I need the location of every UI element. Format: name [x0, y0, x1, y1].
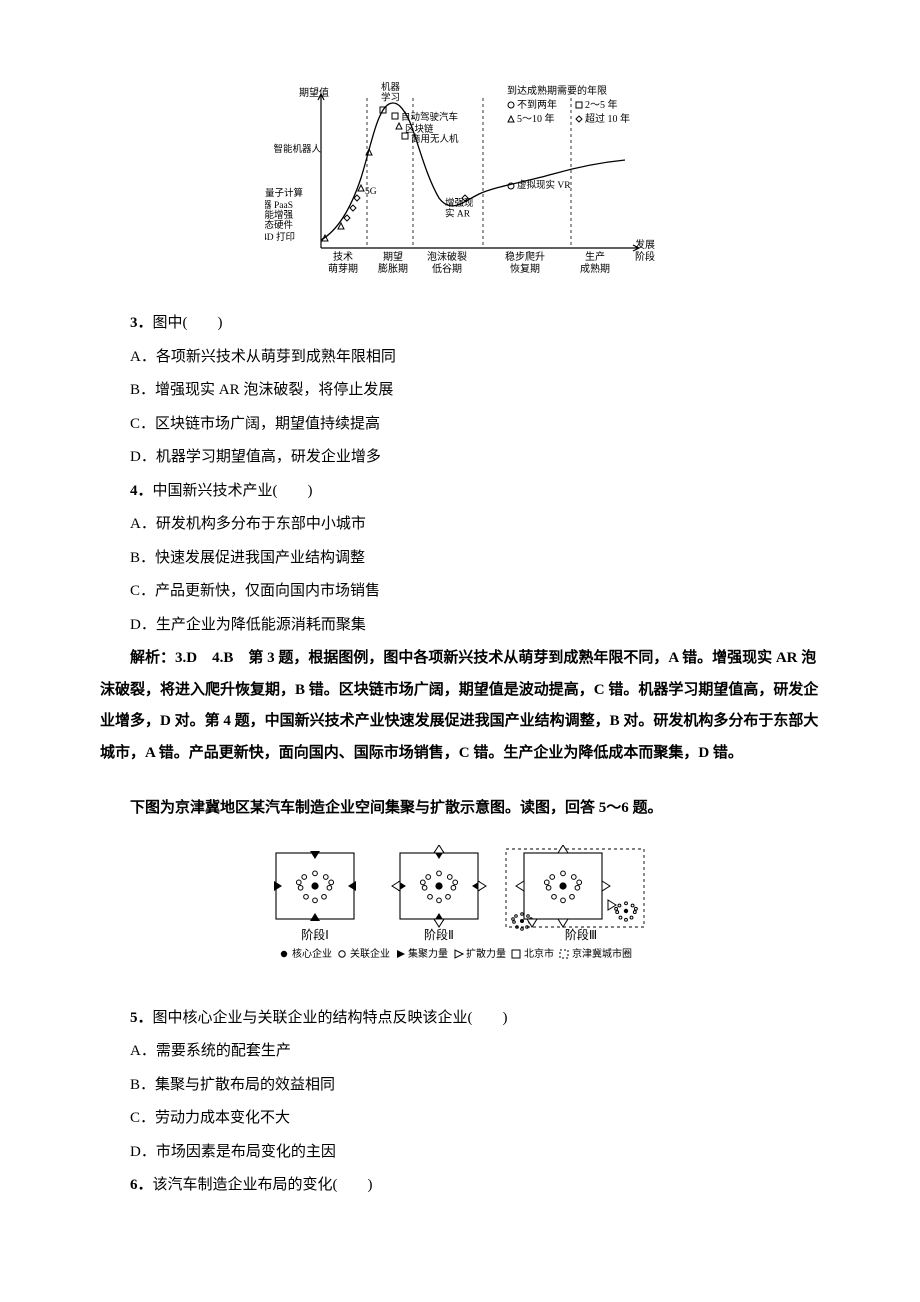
q3-stem: 3．图中( ): [100, 308, 820, 340]
svg-text:智能机器人: 智能机器人: [273, 143, 321, 155]
q3-opt-a: A．各项新兴技术从萌芽到成熟年限相同: [100, 342, 820, 374]
svg-text:期望值: 期望值: [299, 86, 329, 99]
svg-text:京津冀城市圈: 京津冀城市圈: [572, 947, 632, 960]
q4-opt-a: A．研发机构多分布于东部中小城市: [100, 509, 820, 541]
q5-opt-d: D．市场因素是布局变化的主因: [100, 1137, 820, 1169]
svg-text:低谷期: 低谷期: [432, 262, 462, 275]
svg-text:超过 10 年: 超过 10 年: [585, 112, 630, 125]
svg-text:不到两年: 不到两年: [517, 98, 557, 111]
hype-cycle-figure: 期望值4D 打印神经形态硬件人体技能增强无服务器 PaaS量子计算5G智能机器人…: [100, 80, 820, 280]
q3-opt-b: B．增强现实 AR 泡沫破裂，将停止发展: [100, 375, 820, 407]
analysis-3-4: 解析：3.D 4.B 第 3 题，根据图例，图中各项新兴技术从萌芽到成熟年限不同…: [100, 643, 820, 769]
q4-opt-b: B．快速发展促进我国产业结构调整: [100, 543, 820, 575]
q6-stem: 6．该汽车制造企业布局的变化( ): [100, 1170, 820, 1202]
svg-text:集聚力量: 集聚力量: [408, 947, 448, 960]
svg-text:商用无人机: 商用无人机: [411, 133, 459, 145]
q5-opt-b: B．集聚与扩散布局的效益相同: [100, 1070, 820, 1102]
q4-opt-d: D．生产企业为降低能源消耗而聚集: [100, 610, 820, 642]
svg-text:萌芽期: 萌芽期: [328, 262, 358, 275]
q5-opt-a: A．需要系统的配套生产: [100, 1036, 820, 1068]
svg-text:生产: 生产: [585, 250, 605, 263]
svg-text:扩散力量: 扩散力量: [466, 947, 506, 960]
svg-text:阶段Ⅱ: 阶段Ⅱ: [424, 927, 454, 942]
intro-5-6: 下图为京津冀地区某汽车制造企业空间集聚与扩散示意图。读图，回答 5～6 题。: [100, 793, 820, 825]
svg-text:恢复期: 恢复期: [510, 262, 540, 275]
svg-text:区块链: 区块链: [405, 123, 434, 135]
svg-text:4D 打印: 4D 打印: [265, 231, 295, 243]
svg-text:自动驾驶汽车: 自动驾驶汽车: [401, 111, 458, 123]
svg-text:2～5 年: 2～5 年: [585, 98, 618, 111]
svg-text:阶段Ⅲ: 阶段Ⅲ: [565, 927, 597, 942]
svg-text:关联企业: 关联企业: [350, 947, 390, 960]
svg-text:实 AR: 实 AR: [445, 208, 471, 220]
svg-text:发展: 发展: [635, 238, 655, 251]
svg-text:阶段Ⅰ: 阶段Ⅰ: [301, 927, 329, 942]
q5-opt-c: C．劳动力成本变化不大: [100, 1103, 820, 1135]
svg-text:膨胀期: 膨胀期: [378, 262, 408, 275]
cluster-svg: 阶段Ⅰ 阶段Ⅱ 阶段Ⅲ 核心企业 关联企业 集聚力量 扩散力量 北京市 京津冀城市圈: [250, 845, 670, 975]
svg-text:虚拟现实 VR: 虚拟现实 VR: [517, 179, 571, 191]
svg-text:核心企业: 核心企业: [292, 947, 332, 960]
svg-text:阶段: 阶段: [635, 250, 655, 263]
svg-text:5G: 5G: [365, 187, 377, 197]
svg-text:泡沫破裂: 泡沫破裂: [427, 250, 467, 263]
svg-text:增强现: 增强现: [445, 197, 474, 209]
q5-stem: 5．图中核心企业与关联企业的结构特点反映该企业( ): [100, 1003, 820, 1035]
q4-opt-c: C．产品更新快，仅面向国内市场销售: [100, 576, 820, 608]
q3-opt-c: C．区块链市场广阔，期望值持续提高: [100, 409, 820, 441]
svg-text:机器: 机器: [381, 81, 401, 93]
svg-text:到达成熟期需要的年限: 到达成熟期需要的年限: [507, 84, 607, 97]
svg-text:技术: 技术: [333, 250, 353, 263]
q3-opt-d: D．机器学习期望值高，研发企业增多: [100, 442, 820, 474]
svg-text:无服务器 PaaS: 无服务器 PaaS: [265, 199, 293, 211]
q4-stem: 4．中国新兴技术产业( ): [100, 476, 820, 508]
hype-cycle-svg: 期望值4D 打印神经形态硬件人体技能增强无服务器 PaaS量子计算5G智能机器人…: [265, 80, 655, 280]
svg-text:学习: 学习: [381, 92, 400, 104]
svg-text:量子计算: 量子计算: [265, 187, 303, 199]
svg-text:稳步爬升: 稳步爬升: [505, 250, 545, 263]
svg-text:期望: 期望: [383, 250, 403, 263]
svg-text:北京市: 北京市: [524, 947, 554, 960]
cluster-figure: 阶段Ⅰ 阶段Ⅱ 阶段Ⅲ 核心企业 关联企业 集聚力量 扩散力量 北京市 京津冀城市圈: [100, 845, 820, 975]
svg-text:成熟期: 成熟期: [580, 262, 610, 275]
svg-text:5～10 年: 5～10 年: [517, 112, 555, 125]
